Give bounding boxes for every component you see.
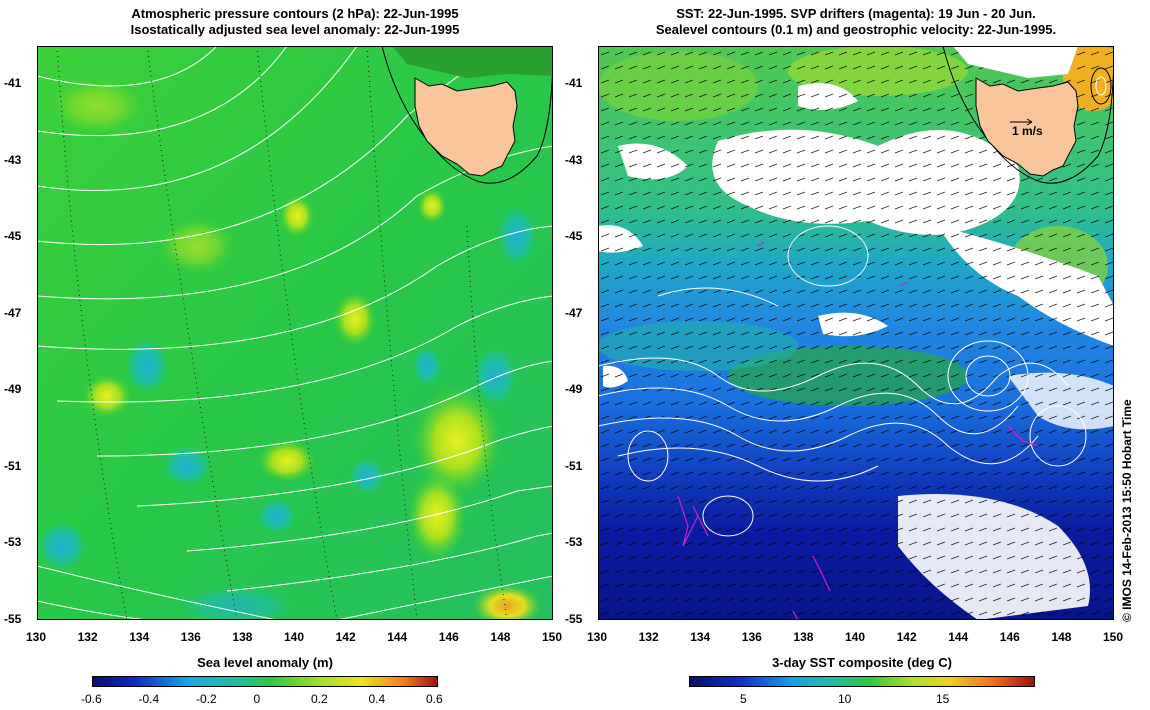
left-colorbar-tick-label: 0.6 (426, 692, 443, 706)
credit-text: © IMOS 14-Feb-2013 15:50 Hobart Time (1120, 399, 1134, 622)
right-map (598, 46, 1114, 620)
right-x-tick-label: 136 (741, 630, 762, 644)
right-tasmania-land (942, 46, 1114, 184)
left-sla-blobs (37, 76, 542, 620)
left-colorbar-label: Sea level anomaly (m) (197, 655, 333, 670)
left-colorbar (92, 676, 438, 687)
right-x-tick-label: 146 (999, 630, 1020, 644)
left-frame (37, 46, 553, 620)
right-x-tick-label: 138 (793, 630, 814, 644)
left-x-tick-label: 140 (284, 630, 305, 644)
right-x-tick-label: 142 (896, 630, 917, 644)
left-x-tick-label: 146 (438, 630, 459, 644)
left-y-tick-label: -47 (4, 305, 22, 320)
velocity-scale-label: 1 m/s (1012, 124, 1043, 138)
right-x-tick-label: 148 (1051, 630, 1072, 644)
right-y-tick-label: -41 (565, 76, 583, 90)
right-colorbar-tick-label: 5 (740, 692, 747, 706)
left-colorbar-tick-label: -0.2 (196, 692, 217, 706)
right-y-tick-label: -53 (565, 535, 583, 550)
left-x-tick-label: 144 (387, 630, 408, 644)
right-title-line1: SST: 22-Jun-1995. SVP drifters (magenta)… (676, 6, 1036, 21)
right-y-tick-label: -47 (565, 305, 583, 320)
right-colorbar-label: 3-day SST composite (deg C) (772, 655, 952, 670)
left-y-tick-label: -53 (4, 535, 22, 550)
right-colorbar-tick-label: 15 (936, 692, 950, 706)
left-y-tick-label: -45 (4, 229, 22, 244)
left-colorbar-tick-label: -0.4 (138, 692, 160, 706)
right-velocity-scale (1010, 118, 1033, 126)
left-x-tick-label: 130 (26, 630, 47, 644)
left-x-tick-label: 132 (77, 630, 98, 644)
left-x-tick-label: 142 (335, 630, 356, 644)
right-x-tick-label: 140 (845, 630, 866, 644)
left-tasmania-land (381, 46, 553, 184)
left-x-tick-label: 148 (490, 630, 511, 644)
right-y-tick-label: -51 (565, 458, 583, 473)
left-dotted-contours (56, 46, 508, 620)
left-title-line1: Atmospheric pressure contours (2 hPa): 2… (131, 6, 459, 21)
left-colorbar-tick-label: 0 (253, 692, 261, 706)
right-y-tick-label: -55 (565, 612, 583, 626)
right-sealevel-contours (598, 225, 1087, 537)
right-y-tick-label: -49 (565, 382, 583, 397)
right-svp-drifters (677, 241, 1039, 620)
left-y-tick-label: -41 (4, 76, 22, 90)
right-x-tick-label: 134 (690, 630, 711, 644)
right-x-tick-label: 132 (638, 630, 659, 644)
left-colorbar-tick-label: 0.4 (368, 692, 386, 706)
right-y-tick-label: -43 (565, 152, 583, 167)
left-title-line2: Isostatically adjusted sea level anomaly… (130, 22, 460, 37)
left-y-tick-label: -55 (4, 612, 22, 626)
left-x-tick-label: 136 (180, 630, 201, 644)
left-colorbar-tick-label: -0.6 (81, 692, 102, 706)
right-colorbar-tick-label: 10 (838, 692, 852, 706)
left-y-tick-label: -51 (4, 458, 22, 473)
right-frame (598, 46, 1114, 620)
right-x-tick-label: 144 (948, 630, 969, 644)
left-y-tick-label: -43 (4, 152, 22, 167)
left-colorbar-tick-label: 0.2 (311, 692, 328, 706)
left-x-tick-label: 134 (129, 630, 150, 644)
right-title-line2: Sealevel contours (0.1 m) and geostrophi… (655, 22, 1057, 37)
right-colorbar (689, 676, 1035, 687)
left-map (37, 46, 553, 620)
left-x-tick-label: 150 (542, 630, 563, 644)
right-x-tick-label: 150 (1103, 630, 1124, 644)
right-x-tick-label: 130 (587, 630, 608, 644)
left-y-tick-label: -49 (4, 382, 22, 397)
right-y-tick-label: -45 (565, 229, 583, 244)
left-x-tick-label: 138 (232, 630, 253, 644)
